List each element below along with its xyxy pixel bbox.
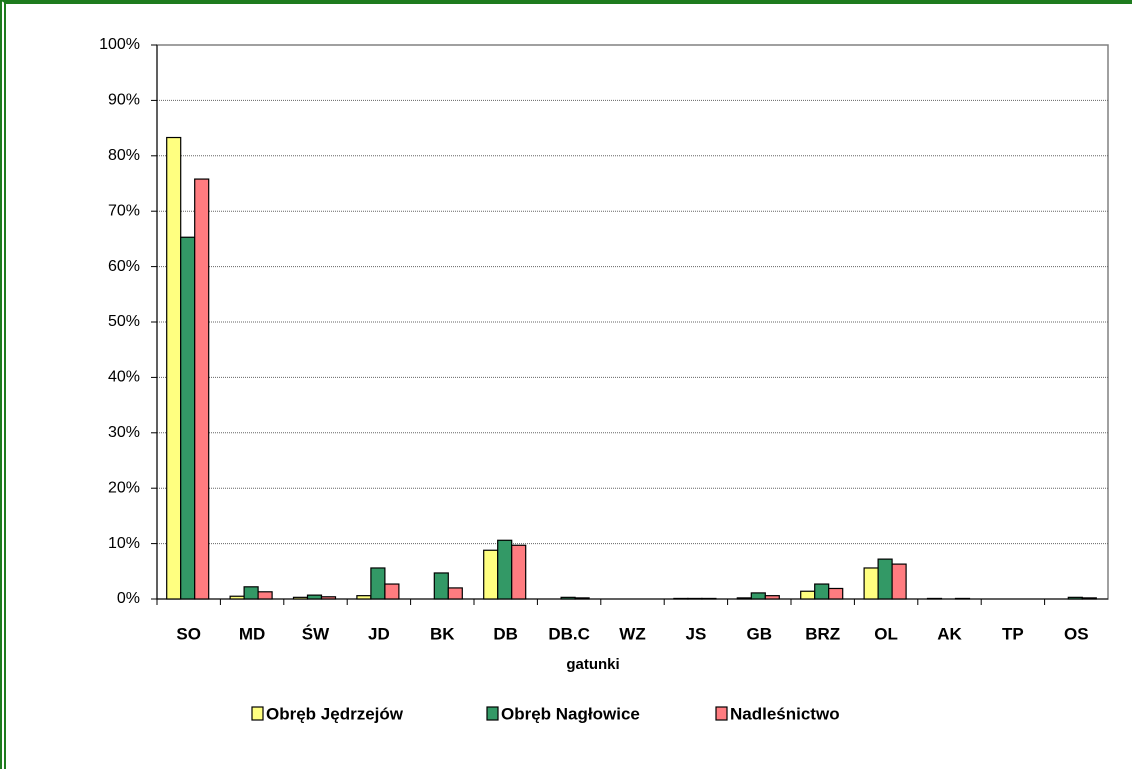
bar	[687, 597, 703, 600]
bar	[673, 597, 689, 600]
bar	[292, 596, 309, 600]
bar	[483, 549, 499, 600]
x-tick-label: JD	[368, 624, 390, 643]
bar	[497, 539, 513, 600]
bar	[877, 558, 893, 600]
bar	[1081, 597, 1097, 600]
x-tick-label: DB	[493, 624, 518, 643]
bar	[574, 597, 590, 600]
bar	[194, 178, 210, 600]
x-tick-label: JS	[686, 624, 707, 643]
x-tick-label: OS	[1064, 624, 1089, 643]
y-tick-label: 70%	[108, 202, 140, 219]
bar	[356, 595, 372, 600]
x-axis-label: gatunki	[566, 656, 619, 673]
bar	[306, 594, 323, 600]
bar	[814, 583, 830, 600]
x-tick-label: BRZ	[805, 624, 840, 643]
x-tick-label: AK	[937, 624, 962, 643]
bar	[764, 595, 780, 600]
bar	[511, 544, 527, 600]
bar	[257, 591, 273, 600]
y-tick-label: 50%	[108, 313, 140, 330]
y-tick-label: 20%	[108, 479, 140, 496]
x-tick-label: OL	[874, 624, 898, 643]
legend-swatch	[486, 706, 499, 721]
x-tick-label: MD	[239, 624, 265, 643]
bar	[926, 597, 943, 600]
x-tick-label: GB	[747, 624, 773, 643]
bar	[180, 236, 196, 600]
x-tick-label: SO	[176, 624, 201, 643]
bar	[166, 136, 182, 600]
bar	[863, 567, 879, 600]
bar	[370, 567, 386, 600]
legend-label: Obręb Jędrzejów	[266, 704, 404, 723]
bar	[736, 597, 752, 600]
y-tick-label: 0%	[117, 590, 140, 607]
y-tick-label: 30%	[108, 424, 140, 441]
y-tick-label: 90%	[108, 92, 140, 109]
bar	[447, 587, 463, 600]
bar	[800, 590, 816, 600]
bar	[1067, 596, 1083, 600]
x-tick-label: BK	[430, 624, 455, 643]
y-tick-label: 100%	[99, 36, 140, 53]
x-tick-label: ŚW	[302, 624, 330, 643]
bar	[891, 563, 907, 600]
legend-swatch	[715, 706, 728, 721]
bar	[828, 587, 844, 600]
y-tick-label: 10%	[108, 535, 140, 552]
legend-swatch	[251, 706, 264, 721]
bar	[384, 583, 400, 600]
legend-label: Obręb Nagłowice	[501, 704, 640, 723]
x-tick-label: TP	[1002, 624, 1024, 643]
bar	[433, 572, 449, 600]
legend-label: Nadleśnictwo	[730, 704, 840, 723]
y-tick-label: 40%	[108, 369, 140, 386]
x-tick-label: WZ	[619, 624, 645, 643]
bar	[320, 596, 337, 600]
bar	[243, 586, 259, 600]
bar	[560, 596, 576, 600]
y-tick-label: 60%	[108, 258, 140, 275]
x-tick-label: DB.C	[548, 624, 590, 643]
bar	[229, 595, 245, 600]
bar	[954, 597, 971, 600]
y-tick-label: 80%	[108, 147, 140, 164]
bar	[701, 597, 717, 600]
bar	[750, 592, 766, 600]
